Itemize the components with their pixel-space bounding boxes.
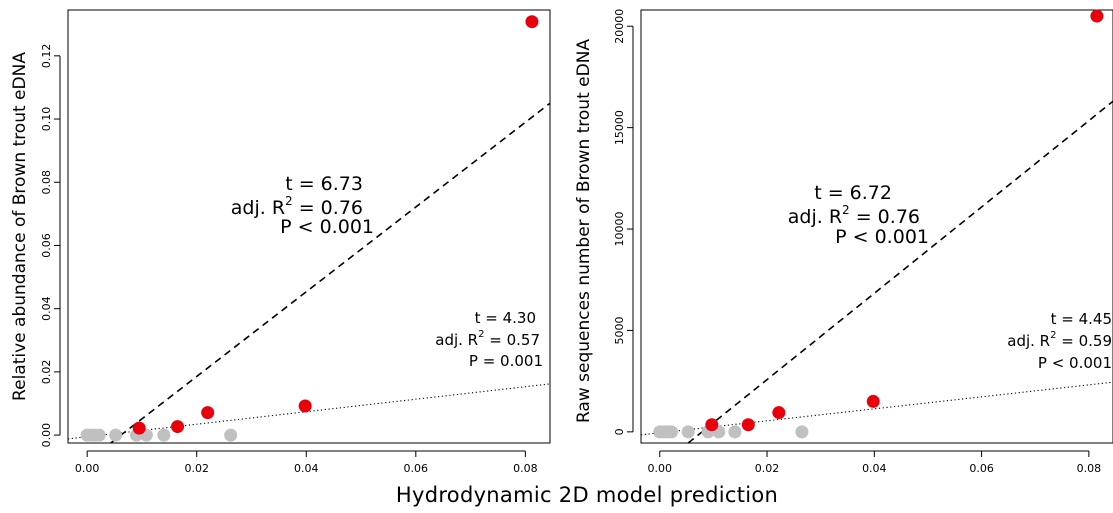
plot-frame [640,9,1113,444]
dashed-regression-line [110,102,551,444]
plot-frame [67,9,551,444]
red-point [866,394,880,408]
stat-t-value-small: t = 4.30 [475,309,536,327]
r2-prefix: adj. R [231,197,285,219]
y-tick-label: 5000 [613,316,626,344]
x-tick-label: 0.08 [1077,462,1102,475]
red-point [772,406,786,420]
y-tick-label: 0.02 [40,360,53,385]
x-tick-label: 0.04 [862,462,887,475]
y-tick-label: 0.12 [40,44,53,69]
x-tick-label: 0.00 [75,462,100,475]
y-tick-label: 0.08 [40,170,53,195]
dashed-regression-line [687,100,1113,444]
r2-value: = 0.57 [484,331,540,349]
fit-lines [67,102,551,444]
red-point [171,420,185,434]
r2-value: = 0.76 [293,197,363,219]
grey-point [157,428,171,442]
red-point [132,421,146,435]
y-tick-label: 15000 [613,110,626,145]
red-point [741,418,755,432]
grey-point [728,425,742,439]
grey-point [681,425,695,439]
y-tick-label: 0.10 [40,107,53,132]
x-tick-label: 0.06 [404,462,429,475]
stat-t-value: t = 6.72 [814,182,892,204]
grey-point [92,428,106,442]
x-axis-title: Hydrodynamic 2D model prediction [396,483,778,507]
data-points [653,9,1104,439]
grey-point [665,425,679,439]
x-axis-ticks: 0.00 0.02 0.04 0.06 0.08 [648,450,1102,475]
left-panel: 0.00 0.02 0.04 0.06 0.08 0.000.020.040.060.0… [10,9,551,475]
grey-point [224,428,238,442]
r2-value: = 0.76 [850,206,920,228]
y-tick-label: 0.00 [40,423,53,448]
grey-point [795,425,809,439]
grey-point [109,428,123,442]
r2-exponent: 2 [478,329,484,340]
red-point [1090,9,1104,23]
stat-p-value-small: P = 0.001 [469,352,543,370]
x-tick-label: 0.04 [294,462,319,475]
x-tick-label: 0.06 [969,462,994,475]
stat-p-value: P < 0.001 [280,216,374,238]
x-tick-label: 0.08 [513,462,538,475]
data-points [80,15,539,442]
stat-t-value: t = 6.73 [285,173,363,195]
y-tick-label: 0.06 [40,233,53,258]
stat-p-value: P < 0.001 [835,226,929,248]
r2-exponent: 2 [285,194,293,208]
stat-r2-small: adj. R2 = 0.57 [435,329,540,349]
red-point [705,418,719,432]
y-tick-label: 0 [613,428,626,435]
y-tick-label: 10000 [613,212,626,247]
right-panel: 0.00 0.02 0.04 0.06 0.08 0 5000 10000 15000 2000… [574,9,1113,475]
y-axis-title: Relative abundance of Brown trout eDNA [10,52,30,401]
x-axis-ticks: 0.00 0.02 0.04 0.06 0.08 [75,450,538,475]
red-point [525,15,539,29]
y-axis-ticks: 0.00 0.02 0.04 0.06 0.08 0.10 0.12 [40,44,61,448]
fit-lines [640,100,1113,444]
y-tick-label: 20000 [613,9,626,44]
red-point [298,399,312,413]
y-axis-ticks: 0 5000 10000 15000 20000 [613,9,634,435]
dotted-regression-line [640,381,1113,436]
r2-prefix: adj. R [435,331,478,349]
r2-prefix: adj. R [1007,332,1050,350]
red-point [201,406,215,420]
stat-t-value-small: t = 4.45 [1051,310,1112,328]
x-tick-label: 0.02 [184,462,209,475]
y-axis-title: Raw sequences number of Brown trout eDNA [574,39,594,423]
stat-r2: adj. R2 = 0.76 [788,203,920,228]
y-tick-label: 0.04 [40,296,53,321]
x-tick-label: 0.00 [648,462,673,475]
stat-r2-small: adj. R2 = 0.59 [1007,330,1112,350]
stat-p-value-small: P < 0.001 [1038,354,1112,372]
r2-value: = 0.59 [1056,332,1112,350]
r2-prefix: adj. R [788,206,842,228]
stat-r2: adj. R2 = 0.76 [231,194,363,219]
x-tick-label: 0.02 [755,462,780,475]
r2-exponent: 2 [1050,330,1056,341]
r2-exponent: 2 [842,203,850,217]
